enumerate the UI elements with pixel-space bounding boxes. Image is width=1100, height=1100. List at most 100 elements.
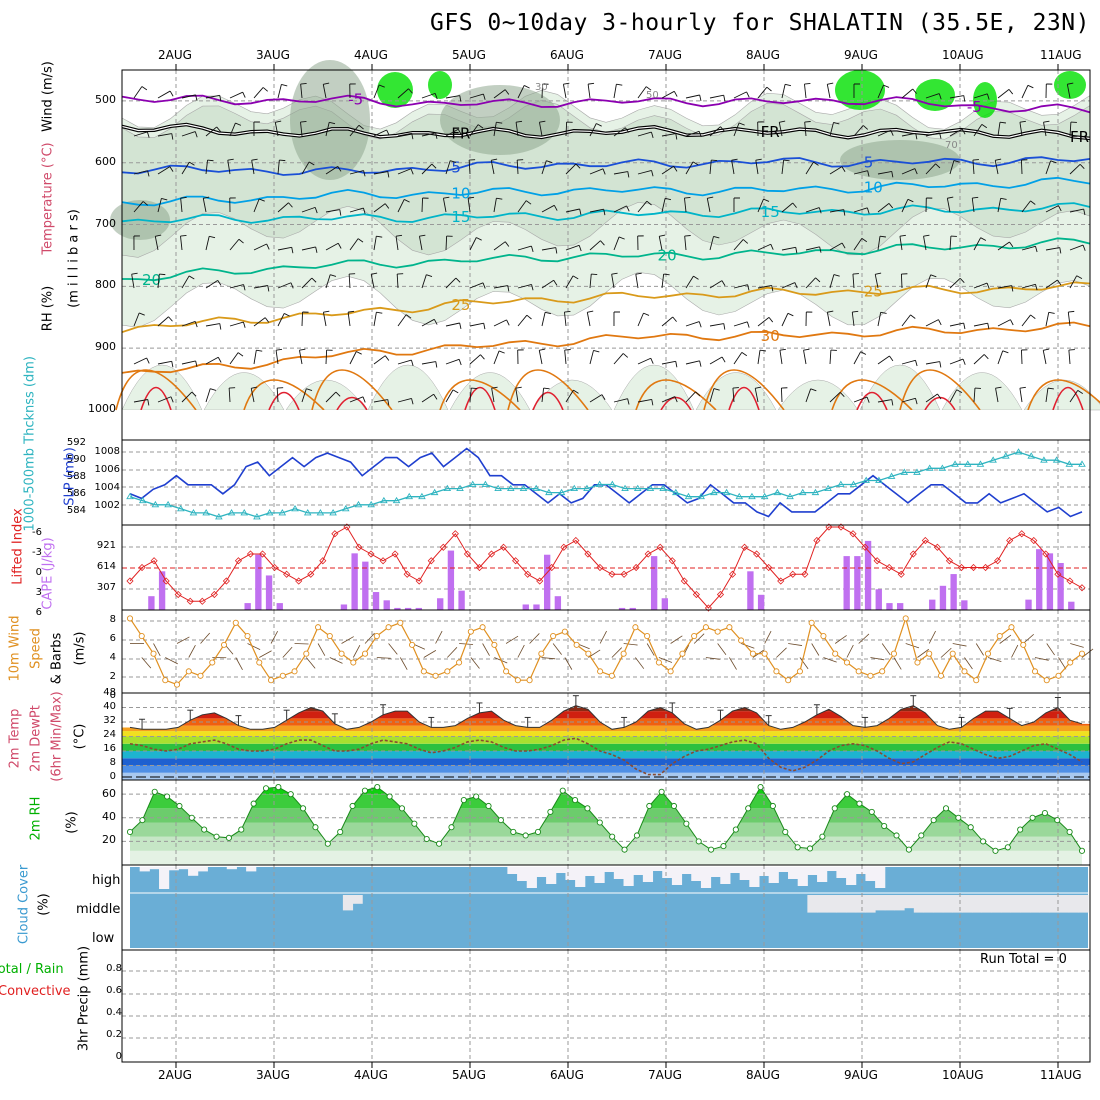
wind-barb	[637, 312, 644, 327]
wind-barb	[133, 201, 144, 213]
cape-bar	[458, 590, 465, 610]
wind-barb-flag	[188, 275, 195, 280]
wind-barb	[685, 94, 700, 99]
wind-barb	[733, 91, 747, 99]
cape-bar	[437, 598, 444, 610]
wind-barb-flag	[358, 124, 364, 130]
rh2m-point	[584, 805, 591, 812]
wind-barb	[469, 93, 484, 99]
wind-barb-flag	[1027, 84, 1034, 89]
wind-barb-flag	[203, 196, 210, 199]
wind10-point	[456, 659, 463, 666]
wind-barb-flag	[483, 323, 486, 330]
wind-barb-flag	[938, 319, 942, 326]
rh2m-point	[262, 785, 270, 792]
wind10-point	[209, 659, 216, 666]
rh2m-panel	[122, 780, 1090, 865]
thickness-point	[164, 500, 172, 508]
cloud-middle-gap	[865, 895, 876, 913]
cloud-middle-gap	[1029, 895, 1041, 913]
rh-low-bump	[777, 379, 859, 411]
wind10-barb	[305, 657, 316, 669]
wind-barb-flag	[531, 245, 534, 252]
wind10-barb	[928, 630, 936, 644]
wind-barb	[1045, 312, 1050, 327]
wind10-barb	[541, 657, 556, 660]
cloud-level-label: low	[92, 931, 115, 946]
wind-barb-flag	[411, 398, 414, 405]
wind10-point	[714, 628, 721, 635]
wind-barb	[997, 350, 1004, 365]
wind-barb	[517, 245, 532, 251]
wind-barb	[277, 282, 292, 289]
wind-barb-flag	[755, 158, 762, 161]
thickness-point	[278, 509, 287, 516]
cloud-high-gap	[178, 867, 189, 870]
temp2m-ylabel-2: 2m DewPt	[28, 705, 44, 772]
wind-barb	[322, 312, 327, 327]
wind-barb-flag	[959, 278, 965, 284]
wind-barb	[925, 93, 940, 99]
rh-low-bump	[941, 372, 1023, 411]
rh2m-point	[868, 808, 875, 815]
thickness-point	[595, 480, 604, 487]
wind-barb-flag	[659, 234, 666, 237]
wind-barb	[373, 203, 386, 213]
wind-barb-flag	[721, 280, 726, 286]
wind10-point	[514, 677, 521, 684]
wind10-point	[1020, 641, 1027, 648]
wind-barb	[661, 133, 676, 137]
wind-barb	[733, 122, 740, 137]
wind-barb	[349, 170, 364, 175]
lifted-index-point	[512, 557, 520, 565]
wind-barb	[181, 391, 193, 403]
wind10-point	[855, 668, 862, 675]
lifted-index-point	[246, 550, 255, 558]
wind-barb-flag	[883, 84, 890, 88]
wind-barb	[133, 86, 143, 99]
thickness-point	[608, 480, 617, 487]
temp-contour-30-lobe	[899, 369, 981, 411]
wind-barb	[157, 198, 162, 213]
wind-barb-flag	[477, 124, 484, 129]
lifted-index-point	[403, 570, 411, 578]
cloud-high-gap	[662, 867, 673, 878]
wind-barb-flag	[191, 391, 197, 397]
wind-barb-flag	[899, 234, 906, 237]
wind-barb-flag	[452, 389, 459, 394]
temp2m-tick: 0	[109, 771, 116, 782]
wind-barb	[301, 161, 310, 175]
lifted-index-point	[391, 550, 399, 558]
cape-bar	[276, 603, 283, 610]
rh2m-point	[411, 820, 418, 827]
rh2m-point	[1017, 826, 1024, 833]
cloud-high-gap	[613, 867, 625, 879]
wind-barb-flag	[435, 132, 438, 139]
cloud-middle-gap	[923, 895, 934, 913]
wind-barb-flag	[362, 207, 366, 214]
wind-barb	[445, 235, 448, 251]
wind10-point	[1031, 668, 1039, 675]
temp-contour--5	[121, 94, 1091, 114]
rh-high-patch	[377, 72, 413, 108]
wind10-barb	[259, 650, 272, 658]
wind-barb-flag	[362, 396, 366, 403]
thickness-point	[786, 492, 794, 500]
lifted-index-point	[584, 550, 592, 558]
wind-barb-flag	[267, 285, 270, 292]
wind-barb-flag	[408, 88, 413, 94]
wind-barb	[157, 396, 172, 403]
date-label-top: 6AUG	[550, 48, 584, 62]
wind10-barb	[517, 644, 525, 658]
thickness-point	[316, 509, 325, 516]
wind-barb-flag	[337, 243, 342, 249]
wind-barb-flag	[588, 82, 595, 85]
temp-contour-label: 5	[451, 159, 461, 177]
thickness-point	[519, 484, 528, 492]
wind-barb	[853, 125, 864, 137]
wind-barb	[804, 84, 807, 99]
wind-barb	[757, 86, 768, 99]
wind-barb	[493, 89, 506, 99]
rh2m-point	[708, 846, 715, 853]
wind-barb	[205, 356, 219, 365]
